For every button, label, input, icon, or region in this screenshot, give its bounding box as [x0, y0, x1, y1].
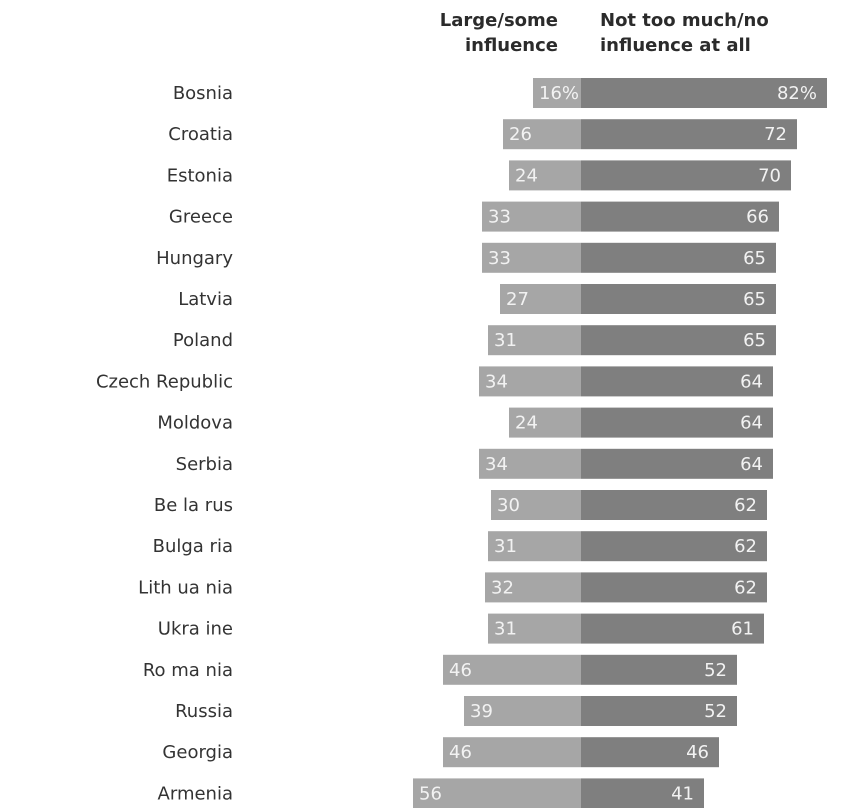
bar-large-some [533, 78, 581, 108]
bar-not-too-much [581, 284, 776, 314]
bar-large-some [509, 407, 581, 438]
category-label: Moldova [157, 413, 233, 434]
value-label-not-too-much: 62 [734, 536, 757, 557]
category-label: Croatia [168, 124, 233, 145]
value-label-not-too-much: 46 [686, 742, 709, 763]
value-label-large-some: 56 [419, 783, 442, 804]
chart-rows: Bosnia 16% 82% Croatia 26 72 Estonia 24 70 Greece… [96, 78, 827, 808]
category-label: Serbia [176, 454, 233, 475]
category-label: Bulga ria [153, 536, 233, 557]
value-label-large-some: 31 [494, 619, 517, 640]
value-label-not-too-much: 64 [740, 371, 763, 392]
bar-large-some [485, 572, 581, 603]
bar-not-too-much [581, 778, 704, 808]
bar-large-some [509, 160, 581, 191]
value-label-large-some: 24 [515, 413, 538, 434]
right-header-line-1: Not too much/no [600, 10, 769, 31]
value-label-not-too-much: 64 [740, 413, 763, 434]
value-label-not-too-much: 72 [764, 124, 787, 145]
value-label-large-some: 31 [494, 536, 517, 557]
bar-large-some [488, 613, 581, 644]
bar-not-too-much [581, 407, 773, 438]
bar-large-some [488, 325, 581, 356]
bar-not-too-much [581, 119, 797, 150]
value-label-not-too-much: 82% [777, 83, 817, 104]
category-label: Georgia [162, 742, 233, 763]
value-label-not-too-much: 62 [734, 577, 757, 598]
bar-not-too-much [581, 448, 773, 479]
left-header-line-2: influence [465, 35, 558, 56]
category-label: Latvia [178, 289, 233, 310]
bar-not-too-much [581, 490, 767, 520]
bar-not-too-much [581, 160, 791, 191]
value-label-large-some: 16% [539, 83, 579, 104]
value-label-not-too-much: 52 [704, 701, 727, 722]
bar-not-too-much [581, 531, 767, 562]
category-label: Armenia [158, 783, 233, 804]
category-label: Be la rus [154, 495, 233, 516]
value-label-large-some: 32 [491, 577, 514, 598]
bar-large-some [503, 119, 581, 150]
category-label: Poland [173, 330, 233, 351]
value-label-large-some: 39 [470, 701, 493, 722]
right-header-line-2: influence at all [600, 35, 751, 56]
bar-large-some [491, 490, 581, 520]
bar-not-too-much [581, 613, 764, 644]
bar-large-some [488, 531, 581, 562]
value-label-large-some: 46 [449, 660, 472, 681]
bar-not-too-much [581, 696, 737, 726]
value-label-large-some: 34 [485, 371, 508, 392]
bar-large-some [443, 737, 581, 768]
bar-not-too-much [581, 78, 827, 108]
value-label-large-some: 33 [488, 207, 511, 228]
value-label-large-some: 46 [449, 742, 472, 763]
bar-large-some [479, 448, 581, 479]
bar-not-too-much [581, 201, 779, 232]
value-label-large-some: 26 [509, 124, 532, 145]
value-label-large-some: 34 [485, 454, 508, 475]
category-label: Estonia [167, 165, 233, 186]
bar-large-some [413, 778, 581, 808]
bar-not-too-much [581, 737, 719, 768]
value-label-not-too-much: 52 [704, 660, 727, 681]
bar-large-some [464, 696, 581, 726]
value-label-large-some: 24 [515, 165, 538, 186]
value-label-not-too-much: 66 [746, 207, 769, 228]
bar-not-too-much [581, 242, 776, 273]
value-label-not-too-much: 41 [671, 783, 694, 804]
bar-large-some [443, 654, 581, 685]
value-label-not-too-much: 61 [731, 619, 754, 640]
category-label: Bosnia [173, 83, 233, 104]
bar-large-some [500, 284, 581, 314]
value-label-not-too-much: 70 [758, 165, 781, 186]
category-label: Ukra ine [158, 619, 233, 640]
bar-large-some [479, 366, 581, 397]
value-label-large-some: 30 [497, 495, 520, 516]
value-label-not-too-much: 62 [734, 495, 757, 516]
bar-large-some [482, 201, 581, 232]
value-label-not-too-much: 64 [740, 454, 763, 475]
value-label-large-some: 27 [506, 289, 529, 310]
left-header-line-1: Large/some [440, 10, 558, 31]
category-label: Ro ma nia [143, 660, 233, 681]
value-label-large-some: 33 [488, 248, 511, 269]
bar-large-some [482, 242, 581, 273]
value-label-not-too-much: 65 [743, 330, 766, 351]
value-label-not-too-much: 65 [743, 289, 766, 310]
category-label: Greece [169, 207, 233, 228]
bar-not-too-much [581, 325, 776, 356]
bar-not-too-much [581, 654, 737, 685]
value-label-not-too-much: 65 [743, 248, 766, 269]
bar-not-too-much [581, 572, 767, 603]
category-label: Hungary [156, 248, 233, 269]
category-label: Russia [175, 701, 233, 722]
bar-not-too-much [581, 366, 773, 397]
value-label-large-some: 31 [494, 330, 517, 351]
category-label: Czech Republic [96, 371, 233, 392]
category-label: Lith ua nia [138, 577, 233, 598]
